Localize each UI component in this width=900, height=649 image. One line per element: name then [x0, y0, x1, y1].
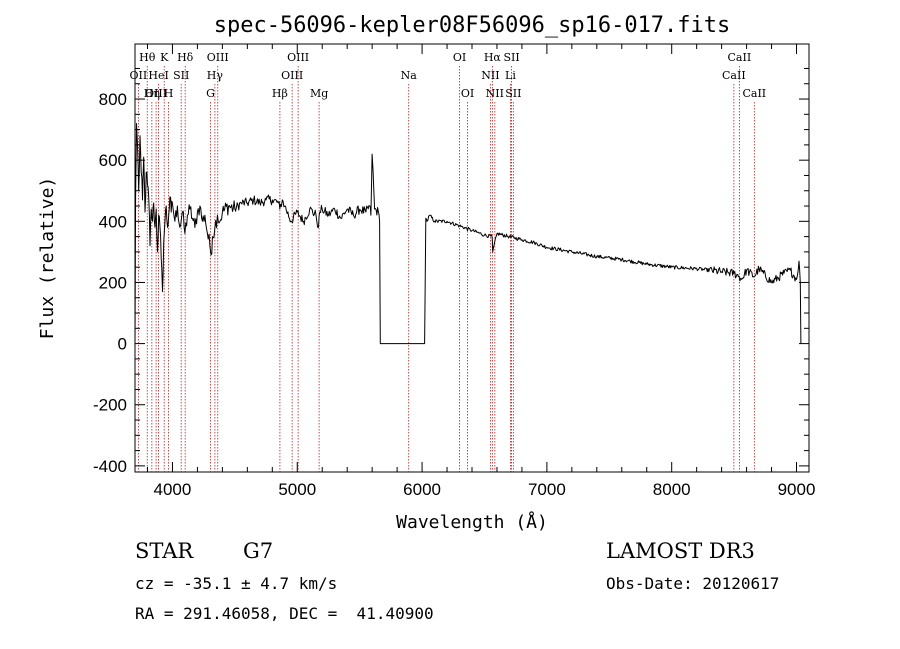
- x-tick-label-3: 7000: [528, 480, 566, 499]
- y-tick-label-1: -200: [93, 396, 127, 415]
- y-tick-label-4: 400: [99, 212, 127, 231]
- axis-ticks: 4000 5000 6000 7000 8000 9000 -400 -200 0 200 400 6…: [93, 44, 815, 499]
- y-tick-label-0: -400: [93, 457, 127, 476]
- spectral-line-label-23: Li: [505, 69, 516, 82]
- spectral-line-label-7: SII: [173, 69, 189, 82]
- spectral-line-label-6: Hδ: [177, 51, 194, 64]
- spectral-line-label-4: HeI: [148, 69, 168, 82]
- series-line-flux: [134, 123, 802, 345]
- series-layer: [134, 123, 802, 345]
- spectral-line-label-26: CaII: [722, 69, 746, 82]
- redshift-text: cz = -35.1 ± 4.7 km/s: [135, 574, 337, 593]
- spectral-line-label-1: OII: [130, 69, 148, 82]
- spectral-line-label-5: Hη: [144, 87, 160, 100]
- spectral-line-label-22: SII: [503, 51, 519, 64]
- spectral-line-label-2: OIII: [145, 87, 167, 100]
- chart-title: spec-56096-kepler08F56096_sp16-017.fits: [214, 13, 731, 38]
- coordinates-text: RA = 291.46058, DEC = 41.40900: [135, 604, 434, 623]
- x-axis-label: Wavelength (Å): [396, 511, 548, 533]
- spectral-line-label-18: OI: [461, 87, 474, 100]
- spectral-line-label-17: OI: [453, 51, 466, 64]
- spectral-line-label-13: OIII: [281, 69, 303, 82]
- spectral-line-label-10: Hγ: [207, 69, 224, 82]
- survey-name: LAMOST DR3: [606, 539, 755, 563]
- spectral-line-label-0: Hθ: [139, 51, 156, 64]
- y-tick-label-3: 200: [99, 273, 127, 292]
- x-tick-label-1: 5000: [278, 480, 316, 499]
- spectral-line-label-11: G: [206, 87, 215, 100]
- x-tick-label-0: 4000: [154, 480, 192, 499]
- spectral-line-label-8: H: [164, 87, 174, 100]
- y-tick-label-5: 600: [99, 151, 127, 170]
- y-tick-label-6: 800: [99, 90, 127, 109]
- x-tick-label-4: 8000: [653, 480, 691, 499]
- spectral-line-label-27: CaII: [742, 87, 766, 100]
- spectral-line-label-20: NII: [481, 69, 499, 82]
- spectral-line-label-9: OIII: [207, 51, 229, 64]
- y-tick-label-2: 0: [118, 335, 127, 354]
- spectral-line-label-15: Mg: [310, 87, 328, 100]
- spectral-line-label-16: Na: [401, 69, 418, 82]
- spectral-line-label-21: NII: [486, 87, 504, 100]
- y-axis-label: Flux (relative): [37, 177, 58, 340]
- spectral-line-label-19: Hα: [484, 51, 502, 64]
- observation-date: Obs-Date: 20120617: [606, 574, 779, 593]
- spectral-line-label-24: SII: [505, 87, 521, 100]
- spectral-line-label-3: K: [160, 51, 169, 64]
- spectral-line-label-14: Hβ: [272, 87, 288, 100]
- x-tick-label-5: 9000: [778, 480, 816, 499]
- spectral-line-label-25: CaII: [728, 51, 752, 64]
- x-tick-label-2: 6000: [403, 480, 441, 499]
- plot-frame: [134, 43, 810, 473]
- spectral-line-label-12: OIII: [287, 51, 309, 64]
- object-subclass: G7: [243, 539, 273, 563]
- object-class: STAR: [135, 539, 194, 563]
